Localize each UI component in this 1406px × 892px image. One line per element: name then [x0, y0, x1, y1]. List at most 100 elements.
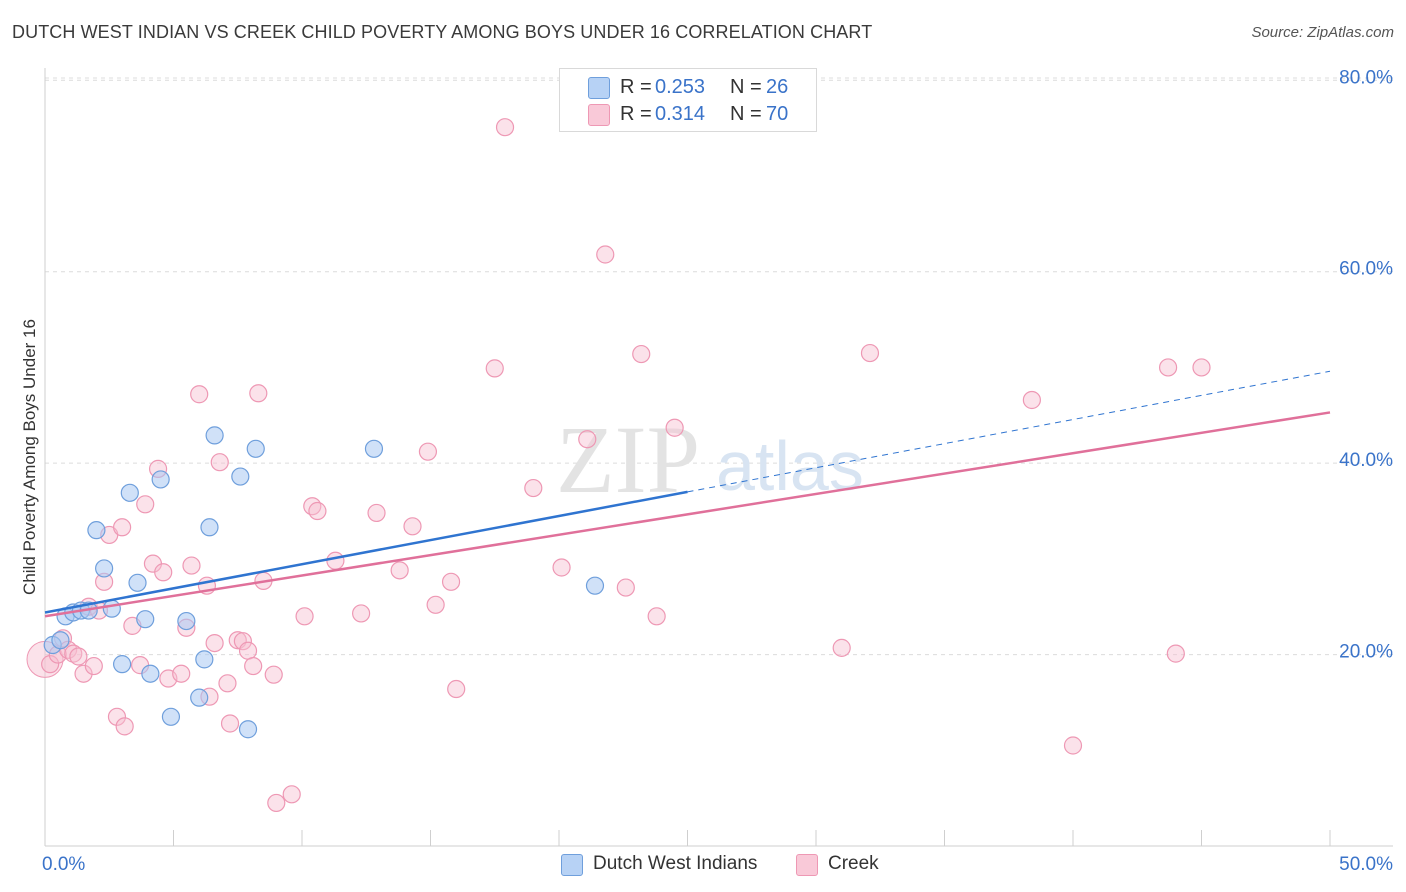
legend-r-value: 0.314 [655, 103, 706, 125]
creek-point [524, 478, 543, 498]
creek-point [154, 563, 173, 582]
creek-point [665, 418, 684, 437]
creek-point [264, 665, 283, 684]
creek-point [616, 578, 635, 597]
creek-point [647, 607, 666, 626]
creek-point [1063, 736, 1083, 755]
dutch-west-indian-point [151, 470, 170, 489]
creek-point [182, 556, 201, 575]
watermark-atlas: atlas [716, 427, 864, 505]
creek-point [238, 641, 258, 660]
grid-lines [45, 77, 1393, 656]
creek-point [69, 647, 88, 666]
creek-point [282, 785, 301, 804]
dutch-west-indian-point [177, 611, 196, 631]
creek-point [485, 359, 504, 378]
creek-point [426, 595, 445, 614]
creek-point [218, 674, 237, 693]
dutch-west-indian-point [231, 467, 250, 486]
creek-point [107, 707, 127, 726]
dutch-west-indian-point [585, 576, 605, 595]
creek-point [267, 793, 286, 813]
legend-label: Dutch West Indians [593, 853, 758, 874]
tick-labels: 20.0% 40.0% 60.0% 80.0% 0.0% 50.0% [42, 67, 1393, 875]
dutch-west-indian-point [102, 599, 121, 618]
legend-r-label: R = [620, 76, 652, 98]
legend-swatch-pink [588, 104, 610, 126]
creek-point [172, 664, 191, 683]
dutch-west-indian-point [205, 426, 224, 445]
dutch-west-indian-point [246, 439, 265, 458]
creek-point [244, 656, 263, 676]
creek-point [418, 442, 438, 461]
dutch-west-indian-point [141, 664, 160, 683]
legend-swatch-blue [588, 77, 610, 99]
creek-point [249, 384, 268, 403]
chart-title: DUTCH WEST INDIAN VS CREEK CHILD POVERTY… [12, 22, 873, 42]
creek-point [596, 245, 615, 264]
creek-point [41, 655, 60, 674]
creek-point [390, 561, 409, 580]
creek-point [632, 344, 651, 364]
correlation-legend: R = 0.253 N = 26 R = 0.314 N = 70 [559, 68, 817, 132]
legend-swatch-pink [796, 854, 818, 876]
creek-point [860, 343, 880, 363]
dutch-west-indian-point [120, 483, 139, 502]
creek-point [74, 664, 93, 683]
creek-point [367, 503, 386, 523]
y-tick-label: 40.0% [1339, 450, 1393, 471]
creek-point [136, 495, 155, 514]
dutch-west-indian-point [364, 439, 384, 458]
creek-point [1022, 390, 1041, 410]
legend-n-label: N = [730, 103, 762, 125]
x-tick-label: 0.0% [42, 854, 85, 875]
creek-point [352, 604, 371, 623]
dutch-west-indian-point [87, 521, 106, 540]
dutch-west-indian-trend-extension [687, 370, 1331, 493]
dutch-west-indian-point [190, 688, 209, 707]
creek-point [210, 453, 229, 472]
creek-point [1192, 358, 1211, 377]
series-legend: Dutch West Indians Creek [0, 852, 1406, 878]
dutch-west-indian-point [200, 518, 219, 537]
creek-point [1158, 358, 1178, 377]
creek-point [441, 572, 461, 591]
dutch-west-indian-point [112, 655, 132, 674]
creek-point [832, 638, 851, 657]
axes [44, 68, 1393, 847]
x-tick-label: 50.0% [1339, 854, 1393, 875]
creek-point [403, 517, 422, 536]
dutch-west-indian-point [136, 610, 155, 629]
creek-point [84, 656, 103, 676]
legend-swatch-blue [561, 854, 583, 876]
creek-point [552, 558, 571, 577]
creek-point [64, 644, 83, 663]
y-tick-label: 80.0% [1339, 67, 1393, 88]
creek-point [495, 118, 515, 137]
dutch-west-indian-point [95, 559, 114, 578]
y-tick-label: 20.0% [1339, 642, 1393, 663]
legend-n-label: N = [730, 76, 762, 98]
creek-point [578, 430, 597, 449]
creek-point [220, 714, 240, 733]
creek-point [1166, 644, 1185, 663]
dutch-west-indian-point [195, 650, 214, 669]
creek-point [295, 607, 314, 626]
creek-point [308, 501, 327, 521]
dutch-west-indian-trend-line [44, 490, 688, 614]
dutch-west-indian-point [238, 720, 258, 739]
y-tick-label: 60.0% [1339, 259, 1393, 280]
creek-point [112, 518, 132, 537]
creek-point [447, 679, 466, 699]
creek-point [115, 717, 134, 736]
dutch-west-indian-point [128, 573, 147, 592]
legend-r-value: 0.253 [655, 76, 706, 98]
dutch-west-indian-points [43, 426, 605, 739]
source-label: Source: ZipAtlas.com [1251, 24, 1394, 41]
legend-label: Creek [828, 853, 879, 874]
legend-n-value: 26 [766, 76, 789, 98]
trend-lines [44, 370, 1331, 618]
legend-n-value: 70 [766, 103, 789, 125]
creek-point [233, 632, 252, 651]
creek-trend-line [44, 411, 1331, 618]
